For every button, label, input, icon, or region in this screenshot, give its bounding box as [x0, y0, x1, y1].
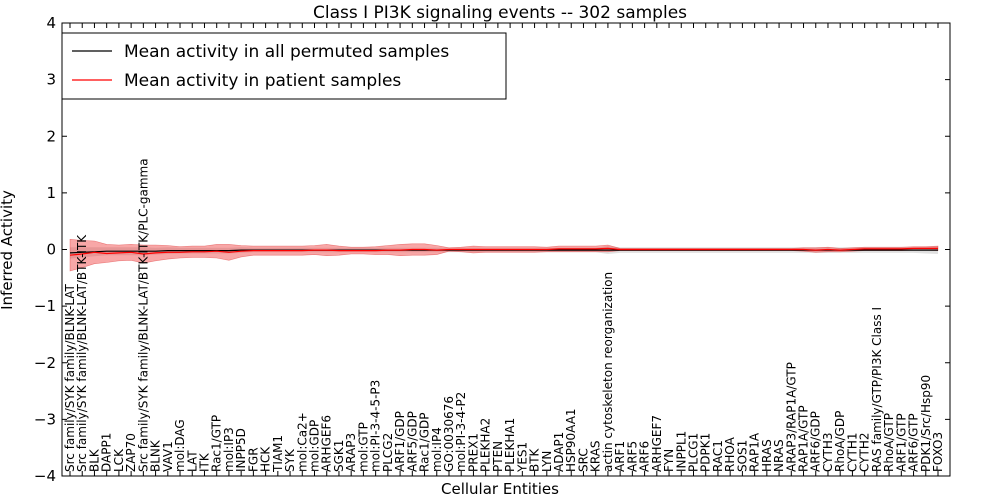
- y-tick-label: −4: [34, 467, 56, 485]
- x-tick-label: ARF1/GTP: [894, 413, 908, 472]
- x-tick-label: TIAM1: [271, 435, 285, 473]
- x-tick-label: INPP5D: [234, 428, 248, 472]
- x-tick-label: BTK: [528, 447, 542, 472]
- x-tick-label: FYN: [662, 449, 676, 472]
- x-tick-label: BLNK: [149, 439, 163, 472]
- x-tick-label: mol:PI-3-4-5-P3: [369, 380, 383, 472]
- x-tick-label: actin cytoskeleton reorganization: [601, 272, 615, 472]
- x-tick-label: RAP1A: [748, 432, 762, 472]
- x-tick-label: HCK: [259, 446, 273, 472]
- y-tick-label: −1: [34, 297, 56, 315]
- legend-frame: [61, 32, 507, 100]
- x-tick-label: ARF6/GDP: [809, 411, 823, 472]
- x-tick-label: Src family/SYK family/BLNK-LAT: [63, 283, 77, 472]
- y-tick-label: −2: [34, 354, 56, 372]
- x-tick-label: PLEKHA1: [503, 418, 517, 472]
- x-axis-label: Cellular Entities: [441, 480, 559, 498]
- x-tick-label: PREX1: [466, 433, 480, 472]
- x-tick-label: CYTH3: [821, 433, 835, 473]
- band-series-1: [69, 238, 939, 272]
- x-tick-label: ARAP3: [344, 433, 358, 472]
- x-tick-label: RAC1: [711, 440, 725, 472]
- x-tick-label: SYK: [283, 448, 297, 472]
- x-tick-label: Src family/SYK family/BLNK-LAT/BTK-ITK: [75, 234, 89, 472]
- legend-label-patient: Mean activity in patient samples: [124, 71, 401, 91]
- x-tick-label: ARAP3/RAP1A/GTP: [784, 362, 798, 472]
- x-tick-label: LCK: [112, 448, 126, 472]
- x-tick-label: INPPL1: [674, 431, 688, 472]
- x-tick-label: ZAP70: [124, 433, 138, 472]
- x-tick-label: KRAS: [589, 440, 603, 472]
- x-tick-label: Src family/SYK family/BLNK-LAT/BTK-ITK/P…: [136, 158, 150, 472]
- x-tick-label: mol:GDP: [308, 420, 322, 472]
- x-tick-label: CYTH2: [858, 433, 872, 473]
- x-tick-label: YES1: [515, 442, 529, 473]
- x-tick-label: HSP90AA1: [564, 408, 578, 472]
- x-tick-label: ARF5/GDP: [405, 411, 419, 472]
- x-tick-label: LAT: [185, 450, 199, 472]
- x-tick-label: mol:IP4: [430, 427, 444, 472]
- y-tick-label: 2: [46, 127, 56, 145]
- x-tick-label: VAV1: [161, 441, 175, 472]
- x-tick-label: ADAP1: [552, 432, 566, 472]
- y-tick-label: 3: [46, 71, 56, 89]
- x-tick-label: ITK: [198, 452, 212, 472]
- x-tick-label: RAS family/GTP/PI3K Class I: [870, 307, 884, 472]
- x-tick-label: GO:0030676: [442, 396, 456, 472]
- line-series-1: [69, 247, 938, 256]
- x-tick-label: mol:Ca2+: [295, 412, 309, 472]
- x-tick-label: RhoA/GTP: [882, 413, 896, 472]
- x-tick-label: PLCG2: [381, 433, 395, 472]
- x-tick-label: SGK1: [332, 440, 346, 472]
- x-tick-label: LYN: [540, 451, 554, 472]
- x-tick-label: FOXO3: [931, 432, 945, 472]
- x-tick-label: RhoA/GDP: [833, 411, 847, 472]
- x-tick-label: SRC: [577, 448, 591, 472]
- x-tick-label: RAP1A/GTP: [797, 405, 811, 472]
- x-tick-label: RHOA: [723, 436, 737, 472]
- x-tick-label: PLEKHA2: [479, 418, 493, 472]
- legend-label-permuted: Mean activity in all permuted samples: [124, 42, 449, 62]
- x-tick-label: ARF6: [638, 441, 652, 472]
- x-tick-label: ARHGEF6: [320, 415, 334, 472]
- x-tick-label: DAPP1: [100, 433, 114, 472]
- x-tick-label: PLCG1: [687, 433, 701, 472]
- x-tick-label: ARHGEF7: [650, 415, 664, 472]
- x-tick-label: ARF5: [625, 441, 639, 472]
- chart-title: Class I PI3K signaling events -- 302 sam…: [313, 3, 687, 23]
- x-tick-label: mol:PI-3-4-P2: [454, 392, 468, 472]
- legend: Mean activity in all permuted samples Me…: [61, 32, 507, 100]
- y-axis-label: Inferred Activity: [0, 190, 16, 310]
- y-tick-label: 4: [46, 14, 56, 32]
- x-tick-label: Rac1/GTP: [210, 415, 224, 472]
- x-tick-label: FGR: [246, 447, 260, 472]
- x-tick-label: ARF1: [613, 441, 627, 472]
- x-tick-label: mol:IP3: [222, 427, 236, 472]
- x-tick-label: CYTH1: [845, 433, 859, 473]
- x-tick-label: mol:DAG: [173, 419, 187, 472]
- x-tick-label: BLK: [88, 448, 102, 472]
- x-tick-label: SOS1: [735, 440, 749, 472]
- x-tick-label: ARF6/GTP: [907, 413, 921, 472]
- y-tick-label: 1: [46, 184, 56, 202]
- x-tick-label: NRAS: [772, 439, 786, 472]
- y-tick-label: −3: [34, 410, 56, 428]
- x-tick-label: Rac1/GDP: [418, 413, 432, 472]
- x-tick-label: PDPK1: [699, 433, 713, 472]
- x-tick-label: PDK1/Src/Hsp90: [919, 375, 933, 472]
- x-tick-label: mol:GTP: [356, 422, 370, 472]
- x-tick-label: HRAS: [760, 439, 774, 472]
- x-tick-label: ARF1/GDP: [393, 411, 407, 472]
- x-tick-label: PTEN: [491, 441, 505, 472]
- y-tick-label: 0: [46, 241, 56, 259]
